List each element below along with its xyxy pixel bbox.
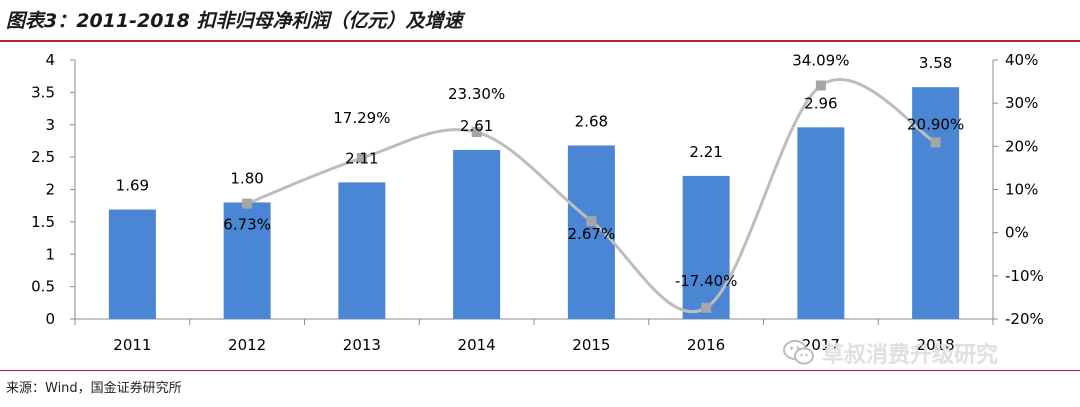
growth-marker-2015	[586, 216, 597, 227]
growth-value-label: -17.40%	[675, 272, 738, 290]
bar-value-label: 2.11	[345, 149, 378, 167]
watermark: 草叔消费升级研究	[782, 336, 998, 370]
axes: 0 0.5 1 1.5 2 2.5 3 3.5 4 -20% -10% 0% 10% 20% 30% 40% 2…	[31, 51, 1044, 354]
x-axis-tick-label: 2012	[228, 336, 266, 354]
right-axis-tick-label: 20%	[1005, 137, 1038, 155]
bar-value-label: 3.58	[919, 54, 952, 72]
chart-title: 图表3：2011-2018 扣非归母净利润（亿元）及增速	[6, 10, 463, 32]
bar-2013	[338, 182, 386, 319]
growth-value-label: 2.67%	[568, 225, 616, 243]
source-divider	[0, 370, 1080, 371]
growth-marker-2014	[471, 127, 482, 138]
watermark-text: 草叔消费升级研究	[822, 343, 999, 368]
bar-2018	[912, 87, 960, 319]
bar-2012	[223, 202, 271, 319]
left-axis-tick-label: 1	[45, 245, 55, 263]
left-axis-tick-label: 0	[45, 310, 55, 328]
bar-value-label: 2.68	[575, 112, 608, 130]
right-axis-tick-label: 40%	[1005, 51, 1038, 69]
right-axis-tick-label: -10%	[1005, 267, 1044, 285]
x-axis-tick-label: 2017	[802, 336, 840, 354]
x-axis-tick-label: 2016	[687, 336, 725, 354]
growth-line-series	[242, 77, 941, 314]
growth-marker-2017	[815, 80, 826, 91]
bar-value-label: 2.21	[689, 143, 722, 161]
growth-value-label: 17.29%	[333, 109, 390, 127]
x-axis-tick-label: 2015	[572, 336, 610, 354]
right-axis-tick-label: 0%	[1005, 224, 1029, 242]
wechat-icon	[783, 340, 814, 365]
bar-series	[108, 87, 960, 319]
data-labels: 1.69 1.80 2.11 2.61 2.68 2.21 2.96 3.58 6.73% 17.…	[116, 52, 965, 290]
x-axis-tick-label: 2011	[113, 336, 151, 354]
bar-value-label: 2.61	[460, 117, 493, 135]
bar-2014	[453, 150, 501, 319]
right-axis-tick-label: 10%	[1005, 181, 1038, 199]
right-axis-tick-label: -20%	[1005, 310, 1044, 328]
growth-value-label: 23.30%	[448, 85, 505, 103]
left-axis-tick-label: 3.5	[31, 83, 55, 101]
left-axis-tick-label: 2.5	[31, 148, 55, 166]
growth-marker-2018	[930, 137, 941, 148]
bar-2016	[682, 175, 730, 319]
bar-value-label: 1.80	[230, 169, 263, 187]
x-axis-tick-label: 2013	[343, 336, 381, 354]
bar-2015	[567, 145, 615, 319]
left-axis-tick-label: 1.5	[31, 213, 55, 231]
combo-chart: 0 0.5 1 1.5 2 2.5 3 3.5 4 -20% -10% 0% 10% 20% 30% 40% 2…	[31, 51, 1044, 354]
bar-2017	[797, 127, 845, 319]
source-note: 来源：Wind，国金证券研究所	[6, 381, 182, 396]
growth-marker-2016	[701, 302, 712, 313]
x-axis-tick-label: 2018	[917, 336, 955, 354]
bar-value-label: 1.69	[116, 177, 149, 195]
x-axis-tick-label: 2014	[458, 336, 496, 354]
growth-value-label: 6.73%	[223, 216, 271, 234]
left-axis-tick-label: 3	[45, 116, 55, 134]
growth-value-label: 34.09%	[792, 52, 849, 70]
left-axis-tick-label: 4	[45, 51, 55, 69]
growth-value-label: 20.90%	[907, 115, 964, 133]
bar-value-label: 2.96	[804, 94, 837, 112]
left-axis-tick-label: 0.5	[31, 278, 55, 296]
growth-marker-2013	[356, 153, 367, 164]
title-divider	[0, 40, 1080, 42]
growth-marker-2012	[242, 198, 253, 209]
left-axis-tick-label: 2	[45, 181, 55, 199]
bar-2011	[108, 209, 156, 319]
right-axis-tick-label: 30%	[1005, 94, 1038, 112]
